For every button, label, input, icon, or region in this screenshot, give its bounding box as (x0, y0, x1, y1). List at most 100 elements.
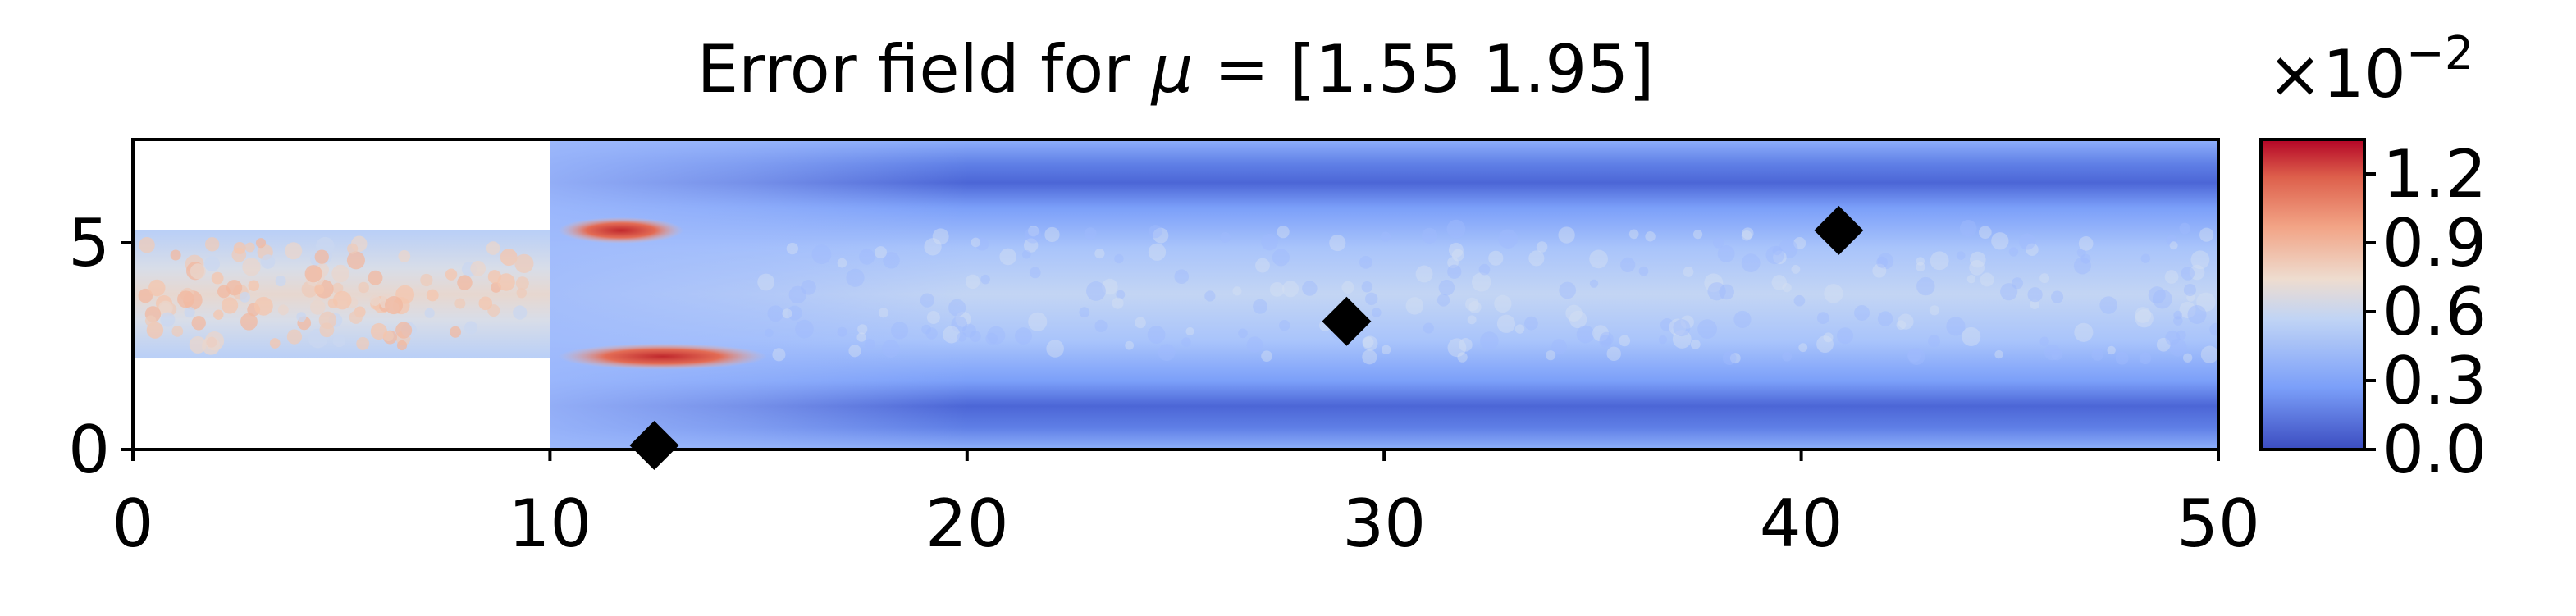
field-speckle (1569, 310, 1587, 329)
field-speckle (346, 251, 365, 270)
field-speckle (332, 334, 346, 348)
field-speckle (2173, 310, 2182, 320)
field-speckle (1741, 253, 1761, 273)
field-speckle (396, 340, 408, 351)
field-speckle (1824, 284, 1843, 303)
field-speckle (786, 242, 799, 255)
field-speckle (1791, 265, 1801, 274)
field-speckle (2115, 351, 2129, 365)
field-speckle (1816, 312, 1829, 325)
field-speckle (1558, 226, 1575, 244)
field-speckle (1896, 320, 1907, 331)
field-speckle (148, 279, 166, 297)
field-speckle (883, 252, 900, 269)
field-speckle (1559, 281, 1577, 299)
field-speckle (1468, 300, 1482, 314)
field-speckle (450, 326, 462, 338)
field-speckle (1028, 312, 1048, 331)
colorbar-tick-label: 0.0 (2382, 412, 2487, 488)
diamond-marker (629, 420, 679, 470)
field-speckle (2000, 283, 2018, 301)
field-speckle (1147, 326, 1166, 344)
field-speckle (1991, 232, 2009, 250)
field-speckle (1365, 292, 1378, 306)
field-speckle (1465, 297, 1479, 312)
x-axis: 0 10 20 30 40 50 (112, 449, 2260, 562)
field-speckle (788, 285, 807, 304)
field-speckle (1023, 238, 1039, 253)
field-speckle (801, 280, 816, 295)
field-speckle (1029, 267, 1041, 279)
field-speckle (1341, 281, 1354, 294)
field-speckle (1362, 349, 1377, 365)
error-field-heatmap (133, 139, 2218, 449)
field-speckle (2199, 227, 2214, 242)
field-speckle (980, 274, 990, 285)
field-speckle (2181, 267, 2195, 281)
y-tick-label: 0 (68, 412, 110, 488)
field-speckle (2179, 222, 2191, 235)
field-speckle (513, 305, 528, 320)
field-speckle (420, 273, 433, 287)
field-speckle (2091, 349, 2104, 361)
field-speckle (965, 274, 980, 290)
field-speckle (1690, 339, 1701, 349)
field-speckle (1451, 249, 1464, 262)
field-speckle (1854, 305, 1870, 322)
field-speckle (1876, 256, 1888, 268)
field-speckle (795, 319, 814, 339)
field-speckle (1713, 237, 1724, 249)
field-speckle (1782, 282, 1792, 293)
field-speckle (875, 246, 888, 259)
field-speckle (349, 310, 363, 324)
field-speckle (2039, 273, 2050, 284)
field-speckle (1916, 262, 1925, 272)
field-speckle (1094, 319, 1108, 332)
field-speckle (1238, 328, 1248, 339)
field-speckle (1980, 272, 1994, 287)
field-speckle (1606, 346, 1621, 362)
field-speckle (1741, 230, 1752, 241)
field-speckle (1898, 313, 1914, 330)
field-speckle (478, 296, 493, 311)
field-speckle (2030, 299, 2040, 309)
field-speckle (987, 326, 1006, 345)
field-speckle (516, 287, 528, 299)
field-speckle (1916, 276, 1935, 296)
field-speckle (1872, 263, 1887, 278)
field-speckle (767, 305, 784, 322)
field-speckle (1798, 343, 1808, 353)
field-speckle (170, 249, 181, 261)
field-speckle (1380, 231, 1391, 242)
field-speckle (1269, 281, 1285, 297)
field-speckle (213, 309, 224, 320)
field-speckle (2051, 290, 2064, 303)
field-speckle (926, 311, 940, 325)
field-speckle (2169, 338, 2187, 357)
field-speckle (1102, 278, 1118, 295)
field-speckle (2039, 336, 2049, 347)
field-speckle (1680, 315, 1694, 329)
field-speckle (285, 242, 303, 260)
field-speckle (1658, 335, 1668, 345)
colorbar-tick-label: 1.2 (2382, 136, 2487, 212)
field-speckle (2196, 292, 2216, 312)
field-speckle (925, 327, 938, 340)
field-speckle (204, 256, 220, 272)
field-speckle (1114, 253, 1124, 264)
field-speckle (962, 323, 976, 338)
field-speckle (1524, 316, 1538, 331)
field-speckle (1359, 255, 1372, 269)
main-channel-fade (550, 139, 2218, 449)
field-speckle (1707, 282, 1726, 301)
field-speckle (2135, 308, 2154, 328)
field-speckle (1589, 279, 1599, 288)
y-tick-label: 5 (68, 205, 110, 281)
field-speckle (1467, 315, 1477, 325)
field-speckle (2164, 270, 2179, 284)
field-speckle (2008, 247, 2019, 257)
field-speckle (1025, 226, 1042, 244)
field-speckle (2051, 349, 2063, 361)
field-speckle (1956, 251, 1966, 260)
field-speckle (2140, 253, 2151, 263)
